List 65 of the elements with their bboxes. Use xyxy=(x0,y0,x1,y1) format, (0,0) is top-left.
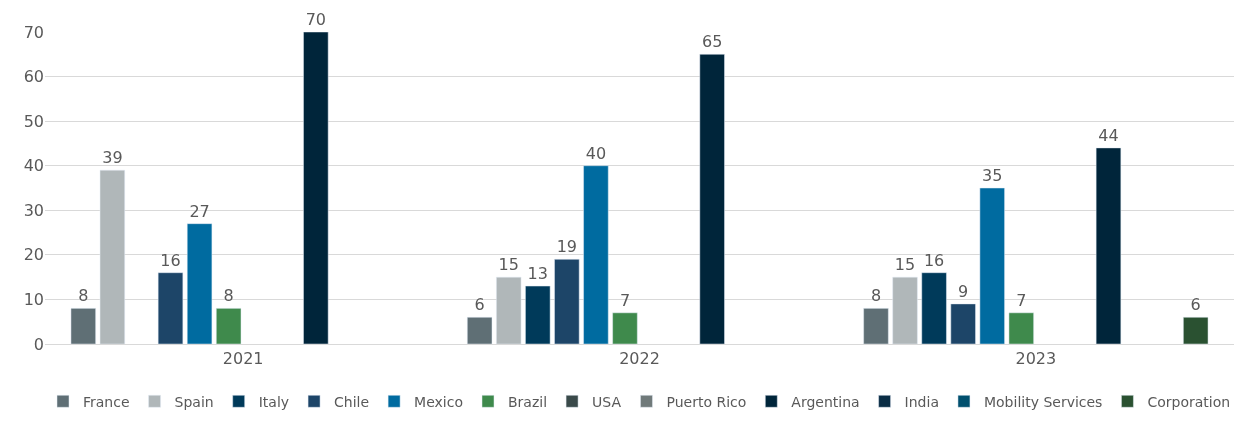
data-label: 27 xyxy=(189,201,210,221)
legend-label: Puerto Rico xyxy=(666,393,747,410)
bar xyxy=(525,285,551,344)
bar xyxy=(554,259,580,344)
y-tick-label: 0 xyxy=(33,334,44,354)
x-tick-label: 2022 xyxy=(619,349,660,369)
bar xyxy=(157,272,184,344)
bar xyxy=(699,54,725,344)
bar xyxy=(1183,317,1209,344)
y-tick-label: 50 xyxy=(23,111,44,131)
y-tick-label: 30 xyxy=(23,200,44,220)
bar xyxy=(70,308,96,344)
data-label: 65 xyxy=(701,32,723,52)
bar xyxy=(467,317,493,344)
bar xyxy=(186,223,213,344)
legend-label: India xyxy=(904,393,939,410)
x-tick-label: 2023 xyxy=(1015,349,1057,369)
data-label: 16 xyxy=(160,250,181,270)
bar xyxy=(950,303,976,344)
legend-label: Mobility Services xyxy=(983,393,1103,410)
bar xyxy=(99,169,125,344)
bar xyxy=(1008,312,1034,344)
bar xyxy=(892,276,918,344)
bar xyxy=(921,272,947,344)
legend-label: Spain xyxy=(174,393,214,410)
legend-label: Italy xyxy=(258,393,290,410)
data-label: 6 xyxy=(1190,295,1201,315)
data-label: 16 xyxy=(923,250,945,270)
bar xyxy=(1095,147,1122,344)
data-label: 35 xyxy=(982,166,1003,185)
legend-label: France xyxy=(83,393,130,410)
y-tick-label: 20 xyxy=(23,245,44,265)
legend-label: Chile xyxy=(334,393,370,410)
data-label: 44 xyxy=(1098,125,1119,145)
data-label: 8 xyxy=(78,286,89,306)
y-tick-label: 70 xyxy=(23,22,44,42)
data-label: 40 xyxy=(585,143,607,163)
legend-label: Argentina xyxy=(791,393,860,410)
y-tick-label: 40 xyxy=(23,156,44,176)
bar xyxy=(863,308,889,344)
data-label: 7 xyxy=(1016,290,1027,310)
data-label: 39 xyxy=(102,148,123,168)
data-label: 70 xyxy=(305,10,327,29)
data-label: 6 xyxy=(474,295,485,315)
data-label: 8 xyxy=(870,286,882,306)
legend-label: USA xyxy=(592,393,622,410)
data-label: 7 xyxy=(619,290,631,310)
data-label: 8 xyxy=(223,286,234,306)
legend-label: Brazil xyxy=(508,393,548,410)
bar xyxy=(612,312,638,344)
bar xyxy=(303,32,329,344)
y-tick-label: 60 xyxy=(23,67,44,87)
bar xyxy=(979,187,1005,344)
data-label: 19 xyxy=(556,237,578,257)
bar xyxy=(216,308,242,344)
x-tick-label: 2021 xyxy=(222,349,264,369)
data-label: 15 xyxy=(498,255,519,275)
legend-label: Corporation xyxy=(1147,393,1231,410)
y-tick-label: 10 xyxy=(23,290,44,310)
legend-label: Mexico xyxy=(414,393,463,410)
bar xyxy=(496,276,522,344)
bar xyxy=(583,165,609,344)
data-label: 15 xyxy=(894,255,916,275)
data-label: 13 xyxy=(527,264,548,284)
data-label: 9 xyxy=(958,281,969,301)
